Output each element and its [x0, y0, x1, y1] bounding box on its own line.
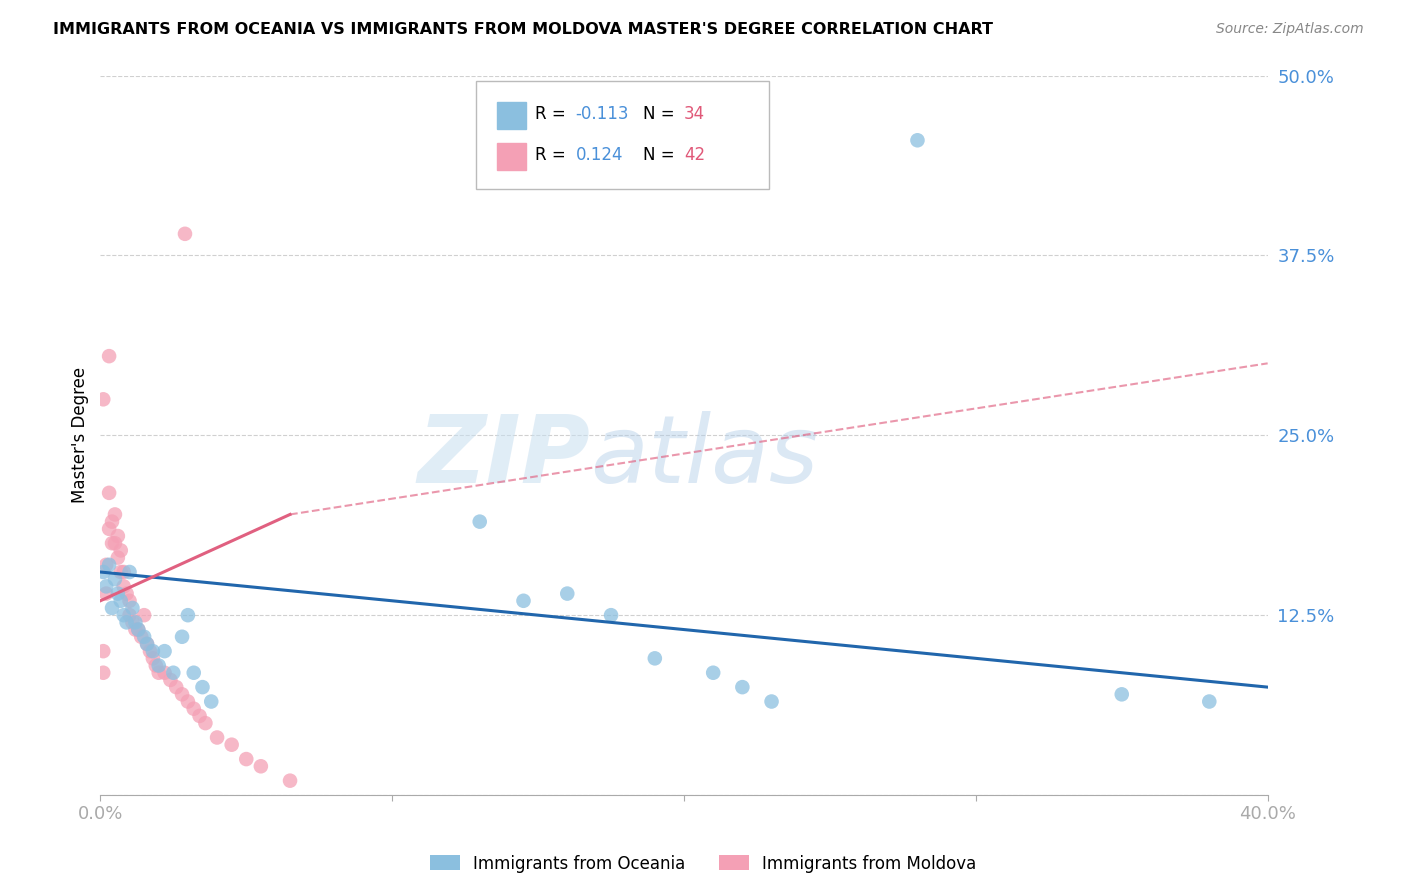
Point [115, 586, 138, 600]
Point [96, 586, 118, 600]
Point [96, 558, 118, 572]
Point [127, 623, 149, 637]
Point [250, 759, 273, 773]
Point [136, 637, 159, 651]
Point [112, 608, 135, 623]
Point [129, 630, 152, 644]
Text: 42: 42 [683, 145, 706, 163]
Point [191, 680, 214, 694]
Point [115, 615, 138, 630]
Point [177, 694, 200, 708]
Point [183, 665, 205, 680]
Point [104, 508, 127, 522]
Point [124, 623, 146, 637]
Point [118, 608, 141, 623]
Text: N =: N = [643, 104, 681, 123]
Text: ZIP: ZIP [418, 411, 591, 503]
Point [145, 658, 167, 673]
Point [127, 623, 149, 637]
Point [600, 608, 623, 623]
Point [170, 687, 193, 701]
Point [101, 515, 124, 529]
Bar [498, 143, 526, 170]
Point [174, 227, 197, 241]
Point [124, 615, 146, 630]
Point [112, 579, 135, 593]
Point [278, 773, 301, 788]
Point [731, 680, 754, 694]
Point [98, 558, 121, 572]
Bar [498, 103, 526, 129]
Point [121, 601, 143, 615]
Point [107, 550, 129, 565]
Point [148, 658, 170, 673]
Point [91, 665, 114, 680]
Point [555, 586, 578, 600]
Point [121, 615, 143, 630]
Point [136, 637, 159, 651]
Point [468, 515, 491, 529]
FancyBboxPatch shape [477, 80, 769, 189]
Point [702, 665, 724, 680]
Point [1198, 694, 1220, 708]
Point [907, 133, 929, 147]
Text: -0.113: -0.113 [575, 104, 628, 123]
Legend: Immigrants from Oceania, Immigrants from Moldova: Immigrants from Oceania, Immigrants from… [423, 848, 983, 880]
Point [98, 486, 121, 500]
Point [118, 594, 141, 608]
Point [104, 572, 127, 586]
Point [200, 694, 222, 708]
Point [153, 665, 176, 680]
Point [110, 565, 132, 579]
Point [512, 594, 534, 608]
Point [101, 601, 124, 615]
Point [104, 536, 127, 550]
Text: 34: 34 [683, 104, 706, 123]
Point [139, 644, 162, 658]
Point [148, 665, 170, 680]
Point [165, 680, 187, 694]
Point [91, 644, 114, 658]
Point [142, 644, 165, 658]
Point [96, 579, 118, 593]
Point [107, 529, 129, 543]
Point [110, 594, 132, 608]
Point [761, 694, 783, 708]
Text: R =: R = [534, 104, 571, 123]
Point [134, 630, 156, 644]
Point [112, 565, 135, 579]
Text: 0.124: 0.124 [575, 145, 623, 163]
Point [170, 630, 193, 644]
Point [134, 608, 156, 623]
Text: atlas: atlas [591, 411, 818, 502]
Text: R =: R = [534, 145, 571, 163]
Point [235, 752, 257, 766]
Point [107, 586, 129, 600]
Point [162, 665, 184, 680]
Point [101, 536, 124, 550]
Point [1111, 687, 1133, 701]
Point [91, 565, 114, 579]
Y-axis label: Master's Degree: Master's Degree [72, 368, 89, 503]
Text: Source: ZipAtlas.com: Source: ZipAtlas.com [1216, 22, 1364, 37]
Point [118, 565, 141, 579]
Point [205, 731, 228, 745]
Point [188, 709, 211, 723]
Text: IMMIGRANTS FROM OCEANIA VS IMMIGRANTS FROM MOLDOVA MASTER'S DEGREE CORRELATION C: IMMIGRANTS FROM OCEANIA VS IMMIGRANTS FR… [53, 22, 994, 37]
Point [153, 644, 176, 658]
Point [142, 651, 165, 665]
Point [644, 651, 666, 665]
Point [194, 716, 217, 731]
Point [110, 543, 132, 558]
Point [177, 608, 200, 623]
Point [98, 349, 121, 363]
Point [159, 673, 181, 687]
Point [91, 392, 114, 407]
Text: N =: N = [643, 145, 681, 163]
Point [221, 738, 243, 752]
Point [183, 702, 205, 716]
Point [98, 522, 121, 536]
